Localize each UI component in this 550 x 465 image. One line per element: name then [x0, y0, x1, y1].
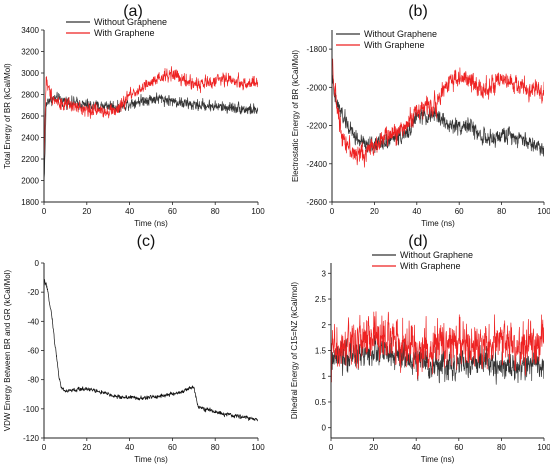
x-tick-label: 80	[497, 207, 506, 216]
y-tick-label: -60	[27, 347, 39, 356]
y-tick-label: 2200	[21, 155, 39, 164]
x-tick-label: 80	[211, 443, 220, 452]
y-axis-title: Dihedral Energy of C15=NZ (kCal/mol)	[290, 282, 299, 419]
series-line-without-graphene	[44, 91, 258, 186]
x-tick-label: 0	[330, 207, 335, 216]
chart-panel-a: 0 20 40 60 80 100 1800 2000 2200 2400 2600 2800 3000…	[3, 3, 265, 228]
y-tick-label: 2.5	[315, 295, 327, 304]
y-axis-title: VDW Energy Between BR and GR (kCal/Mol)	[3, 269, 12, 431]
x-tick-label: 0	[42, 207, 47, 216]
x-tick-label: 100	[537, 207, 550, 216]
y-tick-label: 2	[322, 321, 327, 330]
y-tick-label: -2600	[307, 198, 328, 207]
y-tick-label: 0.5	[315, 398, 327, 407]
y-tick-label: -20	[27, 288, 39, 297]
legend-label: Without Graphene	[364, 29, 437, 39]
legend-label: With Graphene	[400, 261, 461, 271]
y-tick-label: -2200	[307, 122, 328, 131]
y-tick-label: -40	[27, 317, 39, 326]
x-axis-title: Time (ns)	[134, 455, 168, 464]
y-tick-label: 1	[322, 372, 327, 381]
chart-panel-b: 0 20 40 60 80 100 -2600 -2400 -2200 -2000 -1800 Tim…	[291, 3, 550, 228]
chart-panel-c: 0 20 40 60 80 100 -120 -100 -80 -60 -40 -20 0 Time (n…	[3, 233, 265, 464]
y-axis-title: Electrostatic Energy of BR (kCal/Mol)	[291, 50, 300, 182]
y-tick-label: -120	[23, 434, 40, 443]
y-tick-label: 0	[35, 259, 40, 268]
x-axis-title: Time (ns)	[134, 219, 168, 228]
x-tick-label: 0	[42, 443, 47, 452]
series-line-with-graphene	[331, 311, 544, 383]
x-tick-label: 60	[455, 207, 464, 216]
y-tick-label: 3	[322, 269, 327, 278]
x-axis-title: Time (ns)	[421, 455, 455, 464]
series-line-without-graphene	[332, 67, 544, 157]
y-tick-label: -1800	[307, 45, 328, 54]
y-axis-title: Total Energy of BR (kCal/Mol)	[3, 63, 12, 169]
y-tick-label: -2400	[307, 160, 328, 169]
legend-label: With Graphene	[94, 28, 155, 38]
x-tick-label: 80	[497, 443, 506, 452]
x-tick-label: 100	[251, 207, 265, 216]
y-tick-label: 3000	[21, 69, 39, 78]
legend-label: With Graphene	[364, 40, 425, 50]
series-line-with-graphene	[44, 66, 258, 169]
y-tick-label: 2600	[21, 112, 39, 121]
legend-label: Without Graphene	[94, 17, 167, 27]
series-line-with-graphene	[332, 44, 544, 168]
x-tick-label: 60	[168, 207, 177, 216]
x-tick-label: 60	[168, 443, 177, 452]
x-tick-label: 100	[251, 443, 265, 452]
x-tick-label: 20	[370, 207, 379, 216]
x-tick-label: 60	[454, 443, 463, 452]
y-tick-label: -100	[23, 405, 40, 414]
x-tick-label: 20	[82, 443, 91, 452]
y-tick-label: 1.5	[315, 347, 327, 356]
panel-label: (d)	[408, 233, 428, 250]
plot-area	[332, 44, 544, 168]
y-tick-label: 2400	[21, 134, 39, 143]
x-tick-label: 20	[82, 207, 91, 216]
chart-panel-d: 0 20 40 60 80 100 0 0.5 1 1.5 2 2.5 3 Time (ns) Dihedr…	[290, 233, 550, 464]
x-tick-label: 80	[211, 207, 220, 216]
y-tick-label: 3200	[21, 48, 39, 57]
panel-label: (b)	[408, 3, 428, 20]
y-tick-label: 3400	[21, 26, 39, 35]
plot-area	[44, 66, 258, 186]
x-tick-label: 100	[537, 443, 550, 452]
x-tick-label: 20	[369, 443, 378, 452]
y-tick-label: 2800	[21, 91, 39, 100]
panel-label: (c)	[137, 233, 156, 250]
x-tick-label: 0	[329, 443, 334, 452]
y-tick-label: -2000	[307, 83, 328, 92]
x-tick-label: 40	[125, 207, 134, 216]
x-tick-label: 40	[412, 443, 421, 452]
plot-area	[44, 278, 258, 422]
x-tick-label: 40	[125, 443, 134, 452]
x-axis-title: Time (ns)	[421, 219, 455, 228]
y-tick-label: -80	[27, 376, 39, 385]
panel-label: (a)	[123, 3, 143, 20]
y-tick-label: 2000	[21, 177, 39, 186]
legend-label: Without Graphene	[400, 250, 473, 260]
plot-area	[331, 311, 544, 385]
series-line-vdw	[44, 278, 258, 422]
y-tick-label: 1800	[21, 198, 39, 207]
x-tick-label: 40	[412, 207, 421, 216]
y-tick-label: 0	[322, 424, 327, 433]
